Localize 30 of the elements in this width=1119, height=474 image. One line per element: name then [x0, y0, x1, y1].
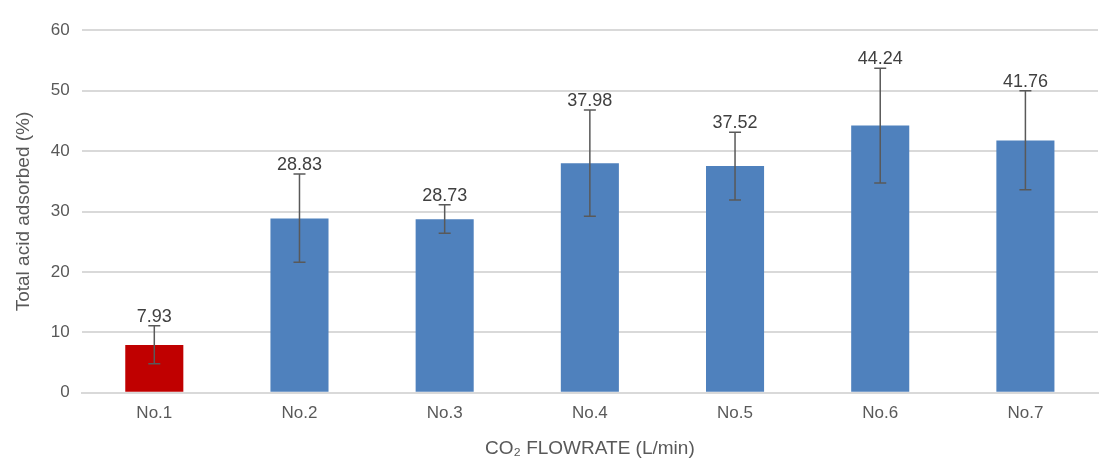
bar [415, 219, 474, 392]
y-tick-label: 0 [60, 382, 70, 402]
x-tick-label: No.4 [571, 402, 608, 422]
bar [851, 125, 910, 392]
y-axis-title: Total acid adsorbed (%) [11, 111, 33, 312]
data-label: 44.24 [857, 48, 903, 69]
bar [125, 344, 184, 392]
bar [560, 163, 619, 392]
y-tick-label: 20 [50, 261, 70, 281]
data-label: 37.98 [567, 89, 613, 110]
x-tick-label: No.6 [862, 402, 899, 422]
y-tick-label: 60 [50, 19, 70, 39]
y-tick-label: 30 [50, 201, 70, 221]
x-tick-label: No.5 [717, 402, 753, 422]
x-tick-label: No.3 [426, 402, 463, 422]
y-tick-label: 10 [50, 322, 70, 342]
bar [706, 166, 765, 392]
data-label: 7.93 [136, 305, 172, 326]
data-label: 28.83 [276, 154, 323, 174]
x-tick-label: No.1 [136, 402, 173, 422]
data-label: 37.52 [712, 112, 758, 133]
bar [996, 140, 1055, 392]
x-axis-title: CO₂ FLOWRATE (L/min) [485, 436, 695, 458]
x-tick-label: No.7 [1007, 402, 1044, 422]
y-tick-label: 40 [50, 140, 70, 160]
bar [270, 218, 329, 392]
data-label: 28.73 [422, 184, 468, 205]
y-tick-label: 50 [50, 80, 70, 100]
x-tick-label: No.2 [281, 402, 318, 422]
data-label: 41.76 [1002, 70, 1048, 91]
